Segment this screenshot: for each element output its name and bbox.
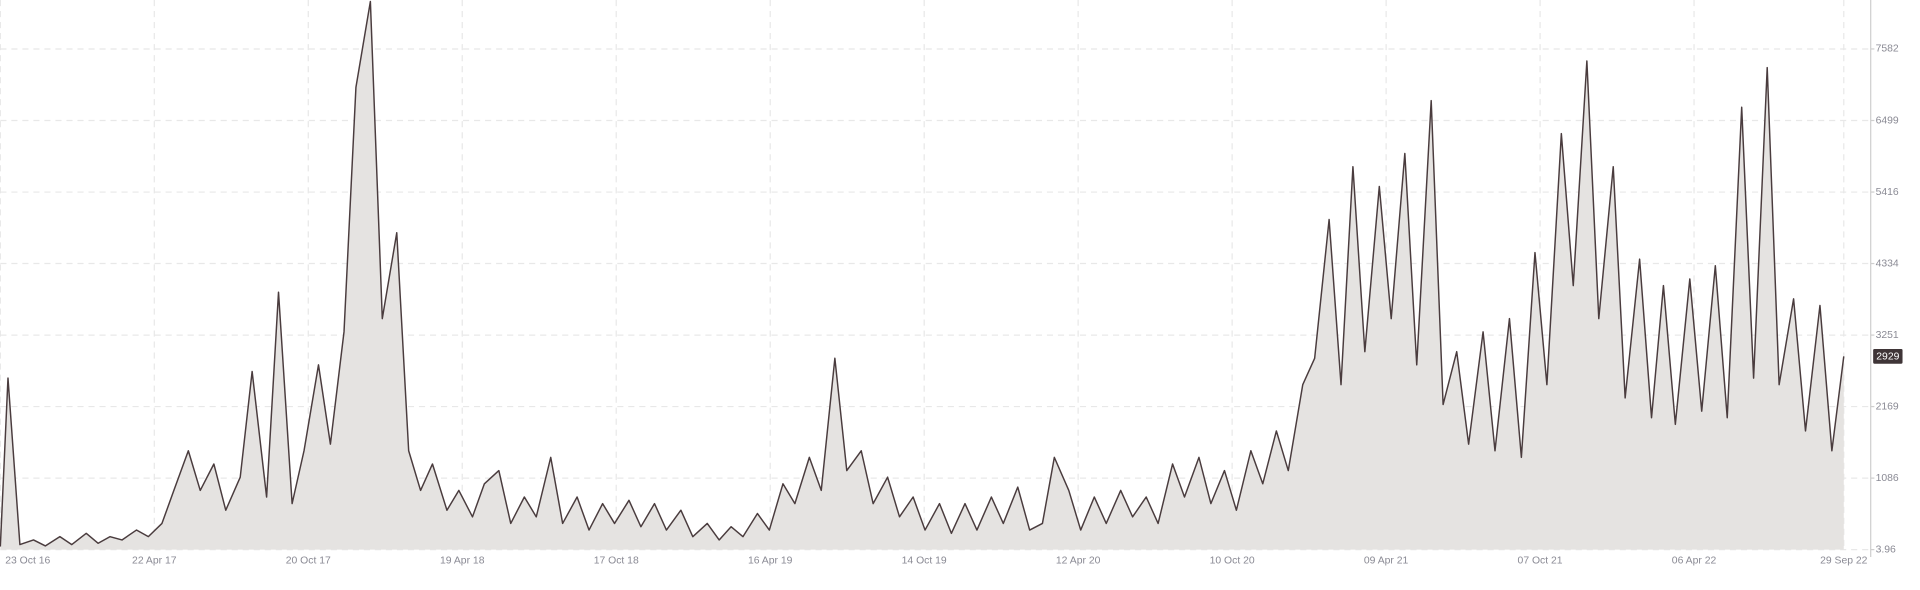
- x-tick-label: 23 Oct 16: [5, 555, 50, 566]
- y-tick-label: 7582: [1876, 44, 1899, 55]
- y-tick-label: 4334: [1876, 258, 1899, 269]
- y-tick-label: 2169: [1876, 401, 1899, 412]
- x-tick-label: 10 Oct 20: [1210, 555, 1255, 566]
- last-value-badge: [1873, 349, 1903, 364]
- x-tick-label: 12 Apr 20: [1056, 555, 1101, 566]
- area: [0, 1, 1844, 550]
- y-tick-label: 5416: [1876, 187, 1899, 198]
- x-tick-label: 29 Sep 22: [1820, 555, 1868, 566]
- x-tick-label: 17 Oct 18: [594, 555, 639, 566]
- line: [0, 0, 1845, 547]
- x-tick-label: 22 Apr 17: [132, 555, 177, 566]
- x-tick-label: 19 Apr 18: [440, 555, 485, 566]
- y-tick-label: 1086: [1876, 473, 1899, 484]
- x-tick-label: 14 Oct 19: [902, 555, 947, 566]
- x-tick-label: 20 Oct 17: [286, 555, 331, 566]
- x-tick-label: 09 Apr 21: [1364, 555, 1409, 566]
- y-tick-label: 3251: [1876, 330, 1899, 341]
- y-tick-label: 3.96: [1876, 544, 1896, 555]
- x-tick-label: 06 Apr 22: [1672, 555, 1717, 566]
- last-value-label: 2929: [1876, 352, 1899, 363]
- x-tick-label: 16 Apr 19: [748, 555, 793, 566]
- x-tick-label: 07 Oct 21: [1518, 555, 1563, 566]
- y-tick-label: 6499: [1876, 115, 1899, 126]
